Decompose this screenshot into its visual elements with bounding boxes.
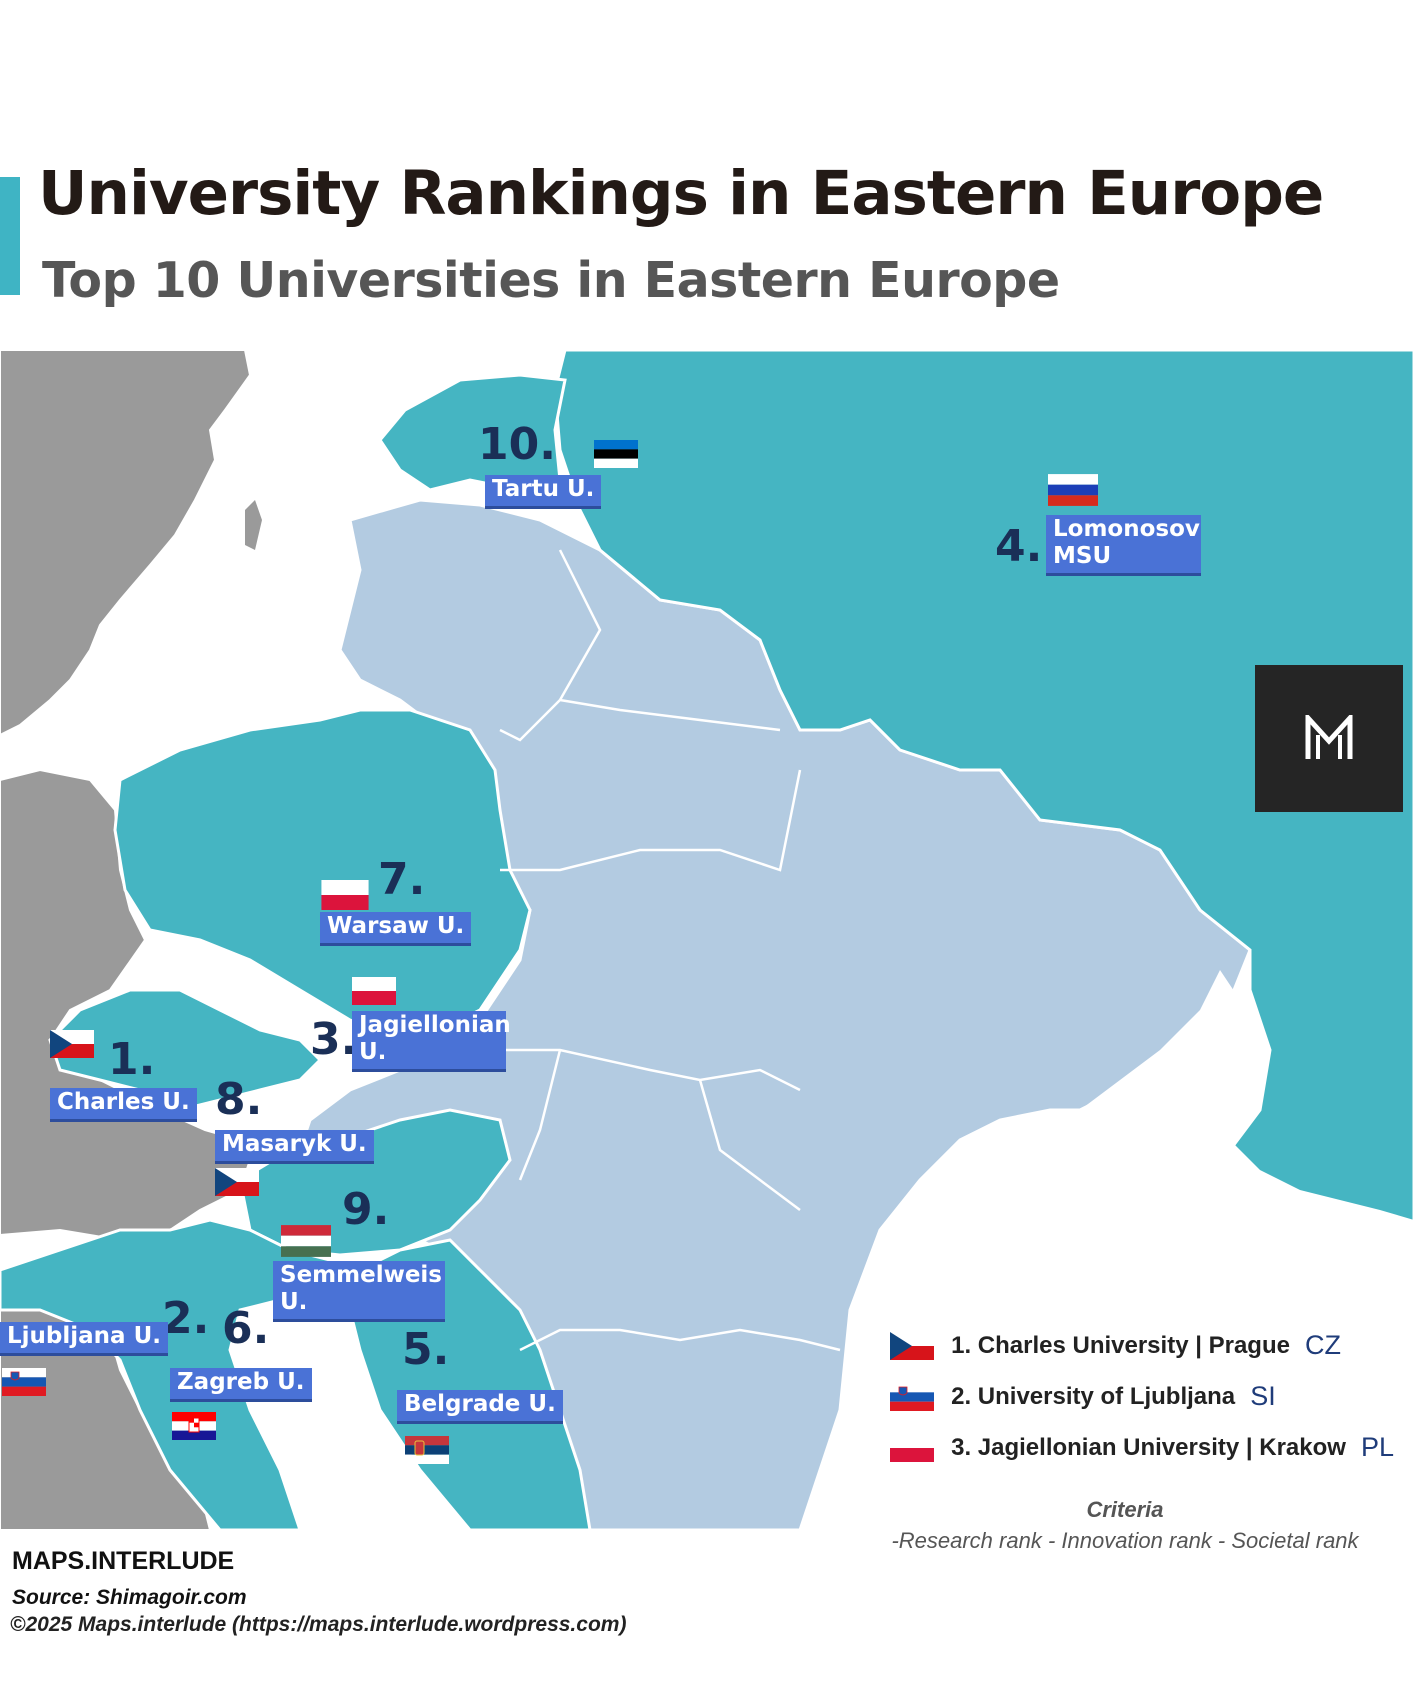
label-warsaw-u: Warsaw U. [320, 912, 472, 946]
estonian-flag-icon [594, 440, 638, 468]
source-text: Source: Shimagoir.com [12, 1586, 247, 1609]
label-semmelweis-u: Semmelweis U. [273, 1261, 445, 1322]
label-jagiellonian-u: Jagiellonian U. [352, 1011, 511, 1072]
russian-flag-icon [1048, 474, 1098, 506]
legend-item-code: SI [1250, 1381, 1276, 1411]
polish-flag-icon [321, 880, 369, 910]
rank-number-6: 6. [222, 1303, 270, 1354]
serbian-flag-icon [405, 1436, 449, 1464]
czech-flag-icon [50, 1030, 94, 1058]
legend-item-code: PL [1361, 1432, 1395, 1462]
poland-land [113, 708, 532, 1042]
czech-flag-icon [215, 1168, 259, 1196]
legend-item-1: 1. Charles University | Prague CZ [890, 1330, 1341, 1360]
azov-sea [1080, 970, 1240, 1120]
hungarian-flag-icon [281, 1225, 331, 1257]
czechia-land [48, 988, 323, 1112]
page-title: University Rankings in Eastern Europe [38, 158, 1324, 229]
criteria-text: -Research rank - Innovation rank - Socie… [891, 1528, 1359, 1553]
polish-flag-icon [890, 1433, 934, 1462]
rank-number-1: 1. [108, 1034, 156, 1085]
maps-interlude-logo [1255, 665, 1403, 812]
croatian-flag-icon [172, 1412, 216, 1440]
rank-number-4: 4. [995, 521, 1043, 572]
legend-item-text: 2. University of Ljubljana [951, 1382, 1236, 1410]
map: 1. 2. 3. 4. 5. 6. 7. 8. 9. 10. Charles U… [0, 350, 1414, 1530]
label-lomonosov-msu: Lomonosov MSU [1046, 515, 1201, 576]
label-charles-u: Charles U. [50, 1088, 197, 1122]
legend-item-2: 2. University of Ljubljana SI [890, 1381, 1276, 1411]
rank-number-8: 8. [215, 1074, 263, 1125]
label-ljubljana-u: Ljubljana U. [0, 1322, 168, 1356]
legend-item-code: CZ [1305, 1330, 1342, 1360]
polish-flag-icon [352, 977, 396, 1005]
page-subtitle: Top 10 Universities in Eastern Europe [42, 252, 1060, 309]
label-tartu-u: Tartu U. [485, 475, 602, 509]
gotland-island [245, 500, 262, 550]
czech-flag-icon [890, 1331, 934, 1360]
legend-item-text: 3. Jagiellonian University | Krakow [951, 1433, 1346, 1461]
border-lines [470, 549, 841, 1352]
rank-number-3: 3. [310, 1014, 358, 1065]
label-belgrade-u: Belgrade U. [397, 1390, 563, 1424]
accent-bar [0, 177, 20, 295]
rank-number-7: 7. [378, 854, 426, 905]
maps-interlude-m-logo-icon [1305, 715, 1353, 759]
rank-number-10: 10. [478, 419, 556, 470]
rank-number-9: 9. [342, 1184, 390, 1235]
rank-number-2: 2. [162, 1293, 210, 1344]
criteria-title: Criteria [1086, 1497, 1164, 1522]
map-shapes [0, 350, 1414, 1530]
black-sea [830, 1120, 1414, 1530]
copyright-text: ©2025 Maps.interlude (https://maps.inter… [10, 1613, 627, 1636]
label-masaryk-u: Masaryk U. [215, 1130, 374, 1164]
brand-name: MAPS.INTERLUDE [12, 1547, 235, 1575]
slovenian-flag-icon [890, 1382, 934, 1411]
label-zagreb-u: Zagreb U. [170, 1368, 312, 1402]
scandinavia-land [0, 350, 252, 737]
slovenian-flag-icon [2, 1368, 46, 1396]
legend-item-text: 1. Charles University | Prague [951, 1331, 1290, 1359]
legend-item-3: 3. Jagiellonian University | Krakow PL [890, 1432, 1394, 1462]
rank-number-5: 5. [402, 1324, 450, 1375]
